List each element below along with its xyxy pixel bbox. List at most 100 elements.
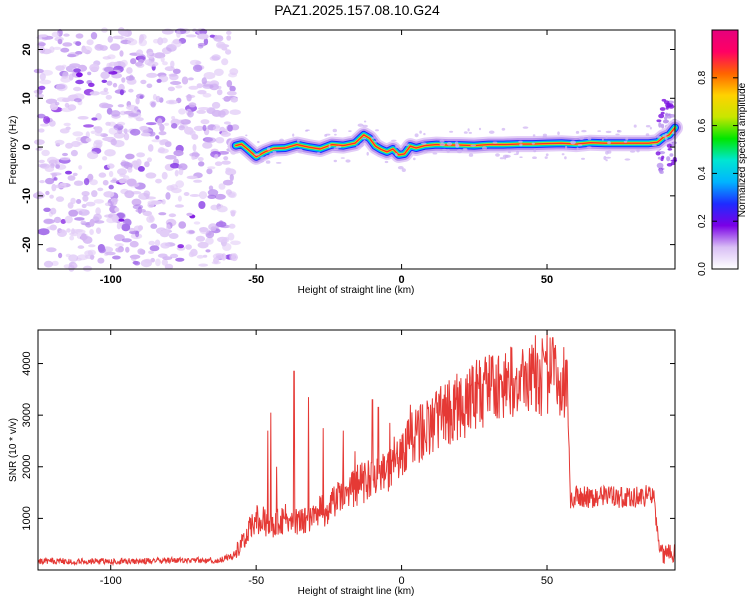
- ridge-speckle: [395, 144, 400, 149]
- colorbar-ticks: 0.0 0.2 0.4 0.6 0.8: [697, 70, 738, 276]
- noise-speckle: [160, 56, 165, 63]
- noise-speckle: [125, 246, 130, 253]
- snr-y-ticks: 1000 2000 3000 4000: [21, 351, 675, 531]
- noise-speckle: [112, 255, 121, 260]
- ridge-speckle: [419, 130, 422, 134]
- ridge-speckle: [633, 124, 637, 128]
- noise-speckle: [202, 254, 208, 258]
- x-tick-label: -100: [100, 575, 122, 587]
- noise-speckle: [121, 238, 132, 243]
- noise-speckle: [210, 226, 217, 231]
- noise-speckle: [101, 79, 108, 84]
- noise-speckle: [89, 218, 95, 227]
- noise-speckle: [186, 212, 193, 217]
- noise-speckle: [89, 63, 100, 72]
- noise-speckle: [175, 257, 185, 262]
- noise-speckle: [58, 252, 63, 259]
- noise-speckle: [35, 147, 43, 151]
- spectrogram-noise-region: [33, 27, 678, 272]
- noise-speckle: [87, 71, 92, 76]
- ridge-speckle: [305, 129, 310, 131]
- noise-speckle: [225, 49, 232, 55]
- noise-speckle: [170, 253, 179, 259]
- noise-speckle: [137, 248, 144, 255]
- noise-speckle: [104, 202, 111, 207]
- noise-speckle: [45, 190, 50, 196]
- noise-speckle: [103, 87, 109, 92]
- noise-speckle: [56, 83, 68, 92]
- noise-speckle: [172, 68, 181, 75]
- noise-speckle: [193, 125, 205, 132]
- noise-speckle: [171, 123, 178, 129]
- noise-speckle: [39, 123, 50, 127]
- noise-speckle: [216, 89, 223, 96]
- ridge-speckle: [605, 130, 612, 134]
- noise-speckle: [102, 179, 109, 186]
- noise-speckle: [44, 166, 55, 172]
- noise-speckle: [123, 132, 130, 141]
- x-tick-label: -50: [248, 575, 264, 587]
- noise-speckle: [157, 253, 168, 258]
- ridge-core: [235, 126, 676, 158]
- noise-speckle: [169, 73, 179, 81]
- noise-speckle: [94, 132, 104, 137]
- snr-x-ticks: -100 -50 0 50: [100, 330, 553, 587]
- noise-speckle: [63, 122, 71, 127]
- ridge-speckle: [586, 146, 592, 149]
- noise-speckle: [188, 102, 197, 108]
- snr-series-line: [38, 330, 675, 567]
- noise-speckle: [97, 187, 104, 192]
- noise-speckle: [35, 93, 44, 98]
- noise-speckle: [62, 97, 71, 103]
- x-tick-label: -50: [248, 274, 264, 286]
- ridge-speckle: [439, 139, 445, 143]
- noise-speckle: [661, 155, 665, 159]
- ridge-speckle: [499, 157, 505, 160]
- noise-speckle: [126, 178, 137, 187]
- noise-speckle: [178, 125, 185, 131]
- noise-speckle: [146, 51, 156, 59]
- noise-speckle: [168, 213, 177, 218]
- ridge-speckle: [432, 152, 438, 155]
- ridge-speckle: [297, 148, 303, 153]
- noise-speckle: [74, 217, 85, 221]
- noise-speckle: [205, 237, 214, 245]
- noise-speckle: [83, 178, 90, 186]
- noise-speckle: [73, 98, 82, 103]
- noise-speckle: [155, 135, 160, 140]
- noise-speckle: [72, 229, 83, 233]
- noise-speckle: [218, 110, 226, 118]
- noise-speckle: [164, 141, 172, 148]
- noise-speckle: [666, 163, 673, 167]
- noise-speckle: [166, 185, 175, 191]
- noise-speckle: [99, 90, 109, 96]
- noise-speckle: [60, 47, 70, 53]
- noise-speckle: [54, 139, 65, 145]
- noise-speckle: [196, 109, 206, 114]
- noise-speckle: [664, 116, 668, 121]
- noise-speckle: [168, 233, 179, 239]
- ridge-speckle: [363, 120, 367, 123]
- spectrogram-y-ticks: -20 -10 0 10 20: [21, 43, 675, 253]
- noise-speckle: [191, 133, 199, 140]
- noise-speckle: [656, 119, 662, 123]
- ridge-speckle: [651, 144, 657, 147]
- noise-speckle: [131, 191, 142, 195]
- noise-speckle: [661, 123, 665, 129]
- noise-speckle: [198, 201, 206, 209]
- noise-speckle: [114, 207, 120, 213]
- noise-speckle: [38, 42, 46, 47]
- ridge-speckle: [605, 156, 611, 159]
- noise-speckle: [165, 192, 171, 200]
- ridge-speckle: [577, 144, 583, 147]
- ridge-speckle: [581, 129, 587, 133]
- noise-speckle: [51, 173, 58, 177]
- noise-speckle: [198, 191, 208, 200]
- noise-speckle: [80, 233, 87, 241]
- ridge-speckle: [395, 153, 398, 157]
- noise-speckle: [73, 86, 82, 92]
- noise-speckle: [129, 240, 139, 248]
- noise-speckle: [667, 148, 673, 151]
- ridge-speckle: [468, 153, 474, 157]
- noise-speckle: [214, 161, 223, 166]
